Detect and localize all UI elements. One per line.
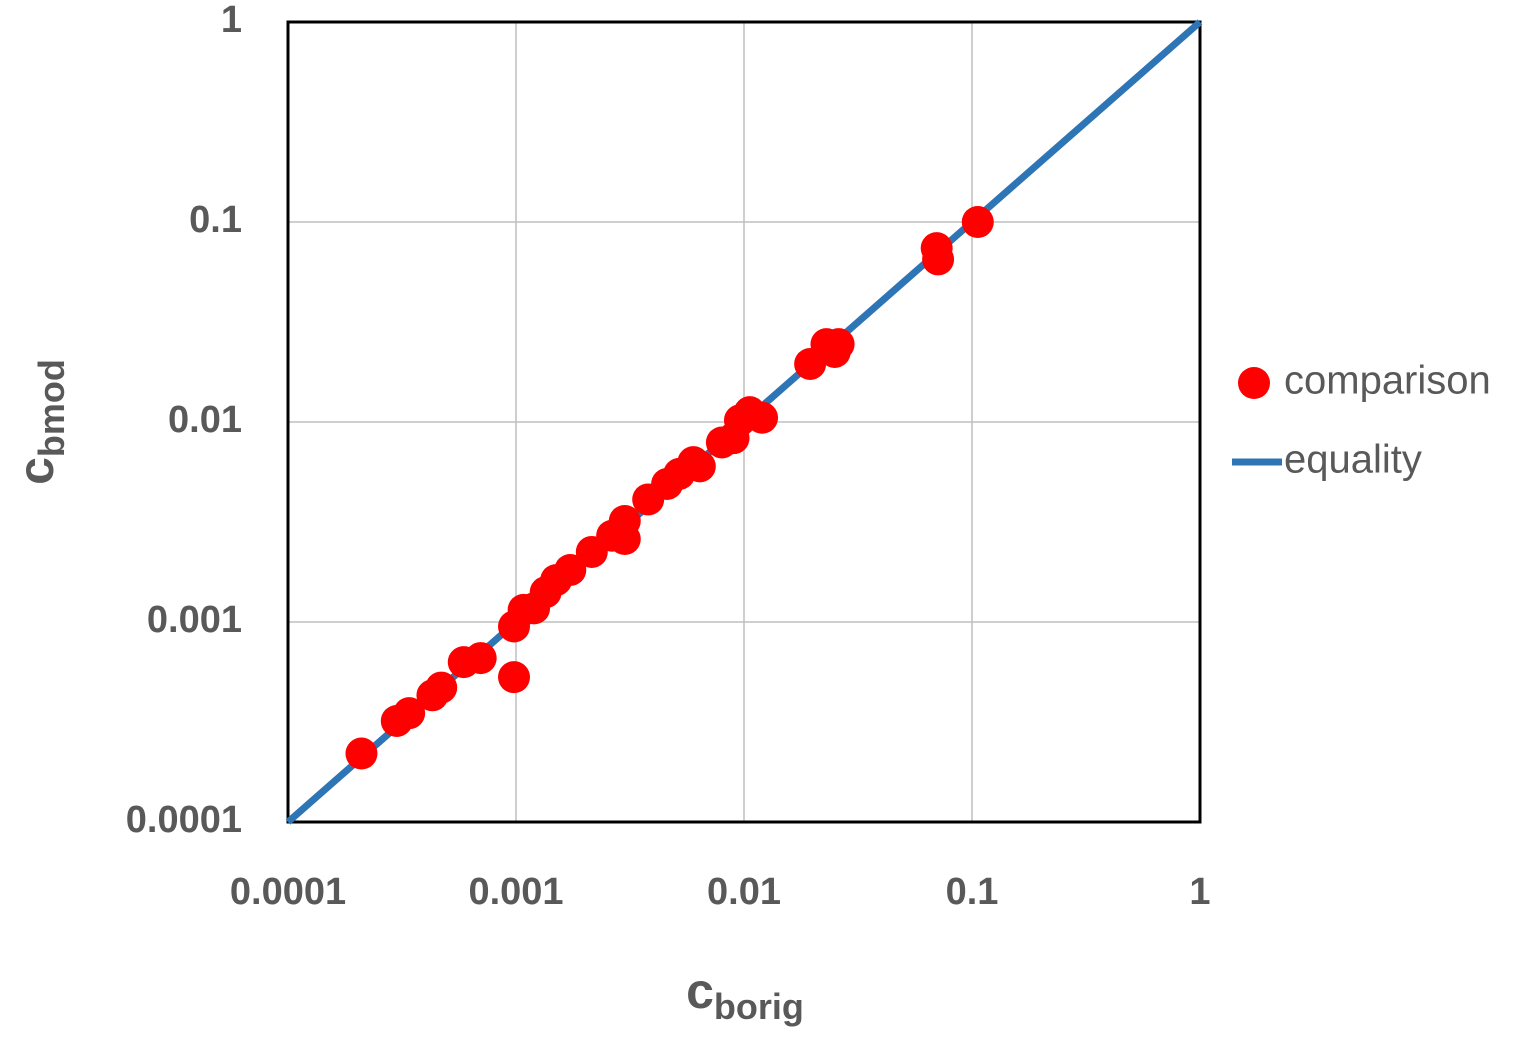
point [554,553,587,586]
point [608,523,641,556]
x-tick-label: 0.1 [946,871,999,913]
point [922,243,955,276]
x-tick-label: 1 [1189,871,1210,913]
legend-label: comparison [1284,359,1491,403]
x-axis-title-sub: borig [714,986,804,1027]
point [497,661,530,694]
x-tick-label: 0.01 [707,871,781,913]
y-axis-title: cbmod [8,359,71,485]
point [746,401,779,434]
legend-label: equality [1284,438,1422,482]
y-axis-title-main: c [8,457,64,485]
point [464,642,497,675]
point [425,671,458,704]
x-axis-title-main: c [686,963,714,1019]
point [345,737,378,770]
point [961,206,994,238]
y-tick-label: 0.0001 [126,799,242,841]
x-axis-title: cborig [686,963,804,1026]
legend-marker [1238,367,1270,399]
y-tick-label: 0.1 [189,199,242,241]
x-tick-label: 0.001 [468,871,563,913]
point [683,450,716,483]
plot-frame [286,20,1202,824]
point [393,697,426,730]
y-tick-label: 0.01 [168,399,242,441]
y-axis-title-sub: bmod [31,359,72,457]
point [818,335,851,368]
y-tick-label: 0.001 [147,599,242,641]
y-tick-label: 1 [221,0,242,41]
x-tick-label: 0.0001 [230,871,346,913]
